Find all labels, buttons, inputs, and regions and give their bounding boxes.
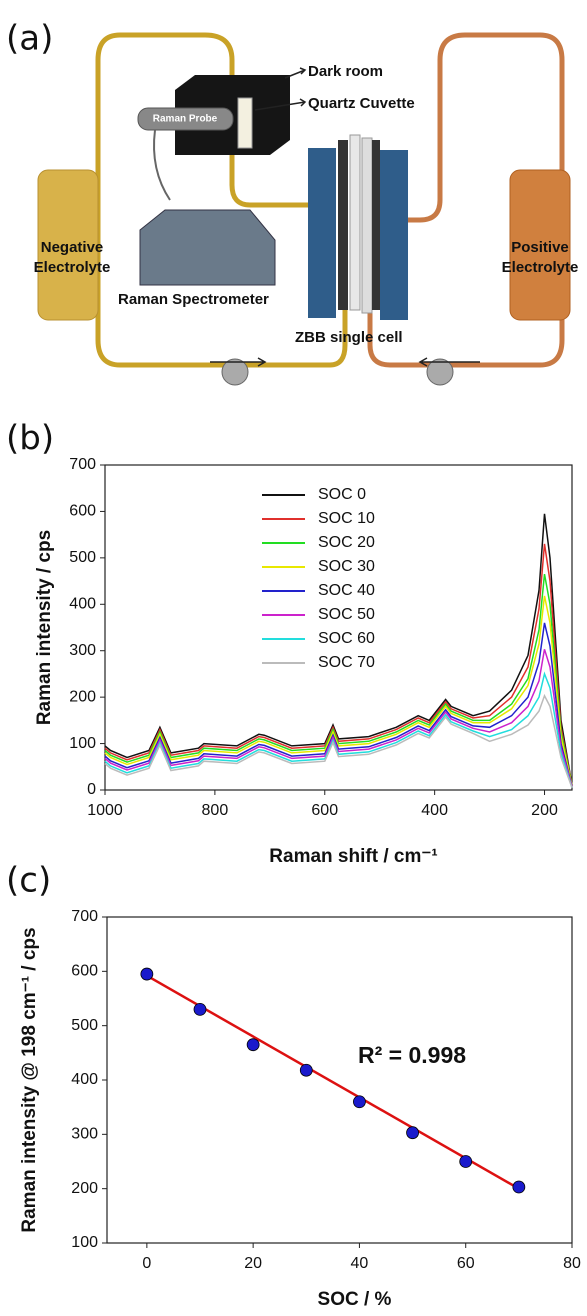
end-plate xyxy=(380,150,408,320)
spectrum xyxy=(104,573,573,786)
x-tick-label: 1000 xyxy=(87,802,123,819)
label: Electrolyte xyxy=(34,259,111,276)
y-tick-label: 700 xyxy=(71,908,98,925)
point xyxy=(459,1155,473,1168)
x-tick-label: 80 xyxy=(563,1255,581,1272)
label: Electrolyte xyxy=(502,259,579,276)
spectrum xyxy=(104,595,573,786)
arrow xyxy=(284,67,307,79)
y-tick-label: 100 xyxy=(71,1234,98,1251)
x-tick-label: 400 xyxy=(421,802,448,819)
annotation: R² = 0.998 xyxy=(358,1042,466,1068)
spectrum xyxy=(104,513,573,786)
x-tick-label: 800 xyxy=(202,802,229,819)
x-axis-title: SOC / % xyxy=(318,1289,392,1310)
y-tick-label: 400 xyxy=(69,596,96,613)
pump xyxy=(221,358,249,386)
tube xyxy=(367,32,565,368)
spectrometer xyxy=(139,209,276,286)
y-tick-label: 100 xyxy=(69,735,96,752)
x-tick-label: 0 xyxy=(142,1255,151,1272)
electrode xyxy=(372,140,380,310)
panel-label: (b) xyxy=(6,419,54,459)
y-tick-label: 500 xyxy=(71,1017,98,1034)
fiber xyxy=(153,129,171,201)
spectrum xyxy=(104,543,573,786)
y-tick-label: 200 xyxy=(71,1180,98,1197)
legend-label: SOC 50 xyxy=(318,606,375,623)
point xyxy=(299,1063,313,1077)
x-tick-label: 40 xyxy=(351,1255,369,1272)
membrane xyxy=(349,134,361,311)
legend-label: SOC 30 xyxy=(318,558,375,575)
pump xyxy=(426,358,454,386)
y-tick-label: 0 xyxy=(87,781,96,798)
legend-label: SOC 0 xyxy=(318,486,366,503)
spectrum xyxy=(104,671,573,788)
label: Raman Spectrometer xyxy=(118,291,269,308)
electrode xyxy=(338,140,348,310)
spectrum xyxy=(104,693,573,788)
diagram: (a) Dark room Quartz Cuvette Raman Probe… xyxy=(6,19,578,386)
negative-tank xyxy=(37,169,99,321)
arrow xyxy=(210,357,267,367)
y-tick-label: 300 xyxy=(71,1126,98,1143)
y-tick-label: 400 xyxy=(71,1071,98,1088)
x-axis-title: Raman shift / cm⁻¹ xyxy=(269,846,437,867)
x-tick-label: 200 xyxy=(531,802,558,819)
y-tick-label: 200 xyxy=(69,688,96,705)
point xyxy=(140,967,154,981)
legend-label: SOC 70 xyxy=(318,654,375,671)
y-tick-label: 500 xyxy=(69,549,96,566)
plot-frame xyxy=(104,464,573,791)
x-tick-label: 20 xyxy=(244,1255,262,1272)
probe xyxy=(137,107,234,131)
label: ZBB single cell xyxy=(295,329,403,346)
point xyxy=(512,1180,526,1194)
positive-tank xyxy=(509,169,571,321)
legend-label: SOC 20 xyxy=(318,534,375,551)
y-axis-title: Raman intensity / cps xyxy=(34,530,55,725)
end-plate xyxy=(308,148,336,318)
plot-frame xyxy=(106,916,573,1244)
y-tick-label: 600 xyxy=(69,503,96,520)
legend-label: SOC 60 xyxy=(318,630,375,647)
membrane xyxy=(361,137,373,314)
spectrum xyxy=(104,649,573,787)
y-tick-label: 600 xyxy=(71,963,98,980)
y-tick-label: 300 xyxy=(69,642,96,659)
label: Negative xyxy=(41,239,104,256)
point xyxy=(246,1038,260,1052)
panel-label: (a) xyxy=(6,19,53,59)
point xyxy=(353,1095,366,1109)
label: Dark room xyxy=(308,63,383,80)
panel-label: (c) xyxy=(6,861,51,901)
tube xyxy=(95,32,348,368)
fit-line xyxy=(146,974,520,1190)
label: Positive xyxy=(511,239,569,256)
arrow xyxy=(254,98,307,111)
x-tick-label: 60 xyxy=(457,1255,475,1272)
y-tick-label: 700 xyxy=(69,456,96,473)
x-tick-label: 600 xyxy=(311,802,338,819)
legend-label: SOC 10 xyxy=(318,510,375,527)
y-axis-title: Raman intensity @ 198 cm⁻¹ / cps xyxy=(19,927,40,1232)
point xyxy=(193,1002,207,1016)
legend-label: SOC 40 xyxy=(318,582,375,599)
point xyxy=(406,1126,419,1140)
label: Quartz Cuvette xyxy=(308,95,415,112)
label: Raman Probe xyxy=(153,114,218,125)
cuvette xyxy=(237,97,253,149)
spectrum xyxy=(104,622,573,787)
arrow xyxy=(418,357,480,367)
